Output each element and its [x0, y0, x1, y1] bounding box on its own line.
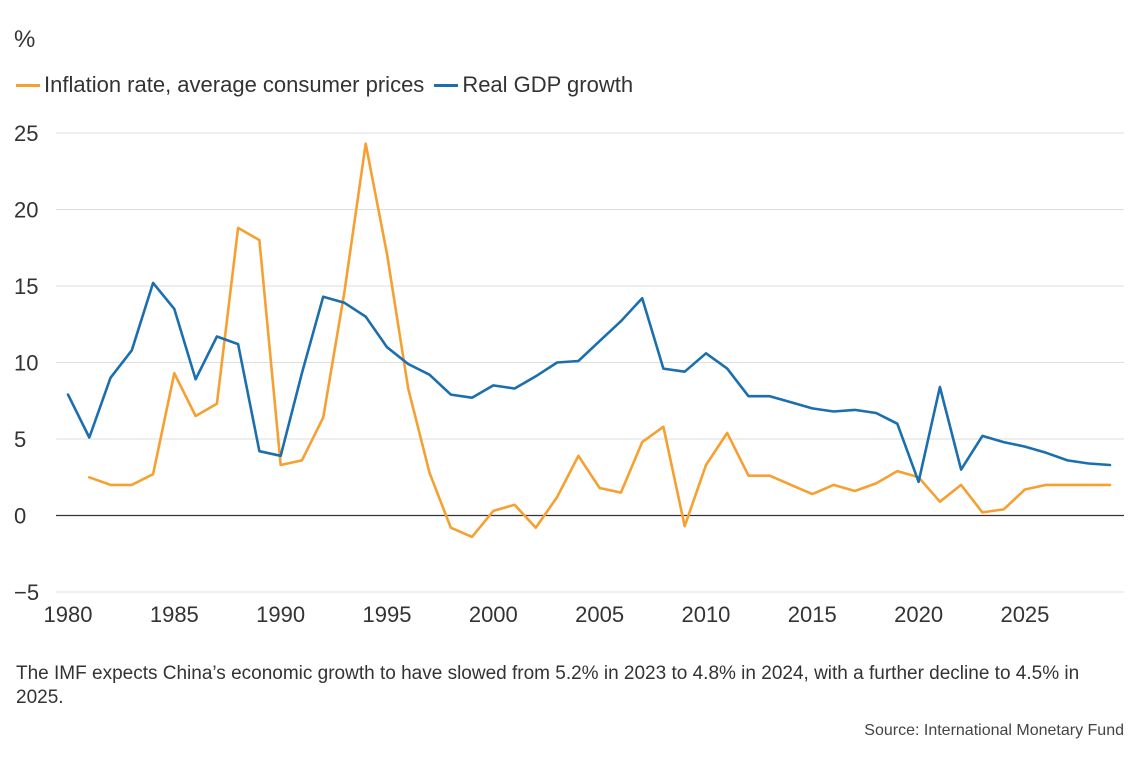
- x-tick-label: 1985: [150, 602, 199, 627]
- chart-legend: Inflation rate, average consumer prices …: [16, 72, 643, 98]
- chart-caption: The IMF expects China’s economic growth …: [16, 663, 1080, 708]
- x-tick-label: 1980: [44, 602, 93, 627]
- chart-source: Source: International Monetary Fund: [864, 722, 1124, 739]
- y-tick-label: −5: [14, 580, 39, 605]
- x-tick-label: 1995: [363, 602, 412, 627]
- y-tick-label: 10: [14, 351, 38, 376]
- legend-label-gdp: Real GDP growth: [462, 72, 634, 97]
- y-tick-label: 20: [14, 198, 38, 223]
- legend-item-inflation: Inflation rate, average consumer prices: [16, 72, 424, 98]
- x-tick-label: 2025: [1000, 602, 1049, 627]
- legend-swatch-gdp: [434, 83, 459, 87]
- x-tick-label: 2005: [575, 602, 624, 627]
- y-axis-unit-label: %: [14, 26, 36, 53]
- series-line-inflation: [88, 142, 1112, 539]
- x-tick-label: 2015: [788, 602, 837, 627]
- legend-swatch-inflation: [16, 83, 40, 87]
- y-tick-label: 15: [14, 274, 38, 299]
- x-tick-label: 2010: [681, 602, 730, 627]
- x-tick-label: 2020: [894, 602, 943, 627]
- legend-label-inflation: Inflation rate, average consumer prices: [44, 72, 425, 97]
- y-tick-label: 5: [14, 427, 26, 452]
- legend-item-gdp: Real GDP growth: [434, 72, 633, 98]
- series-line-gdp: [66, 281, 1112, 484]
- x-tick-label: 2000: [469, 602, 518, 627]
- x-tick-label: 1990: [256, 602, 305, 627]
- y-tick-label: 25: [14, 121, 38, 146]
- y-tick-label: 0: [14, 504, 26, 529]
